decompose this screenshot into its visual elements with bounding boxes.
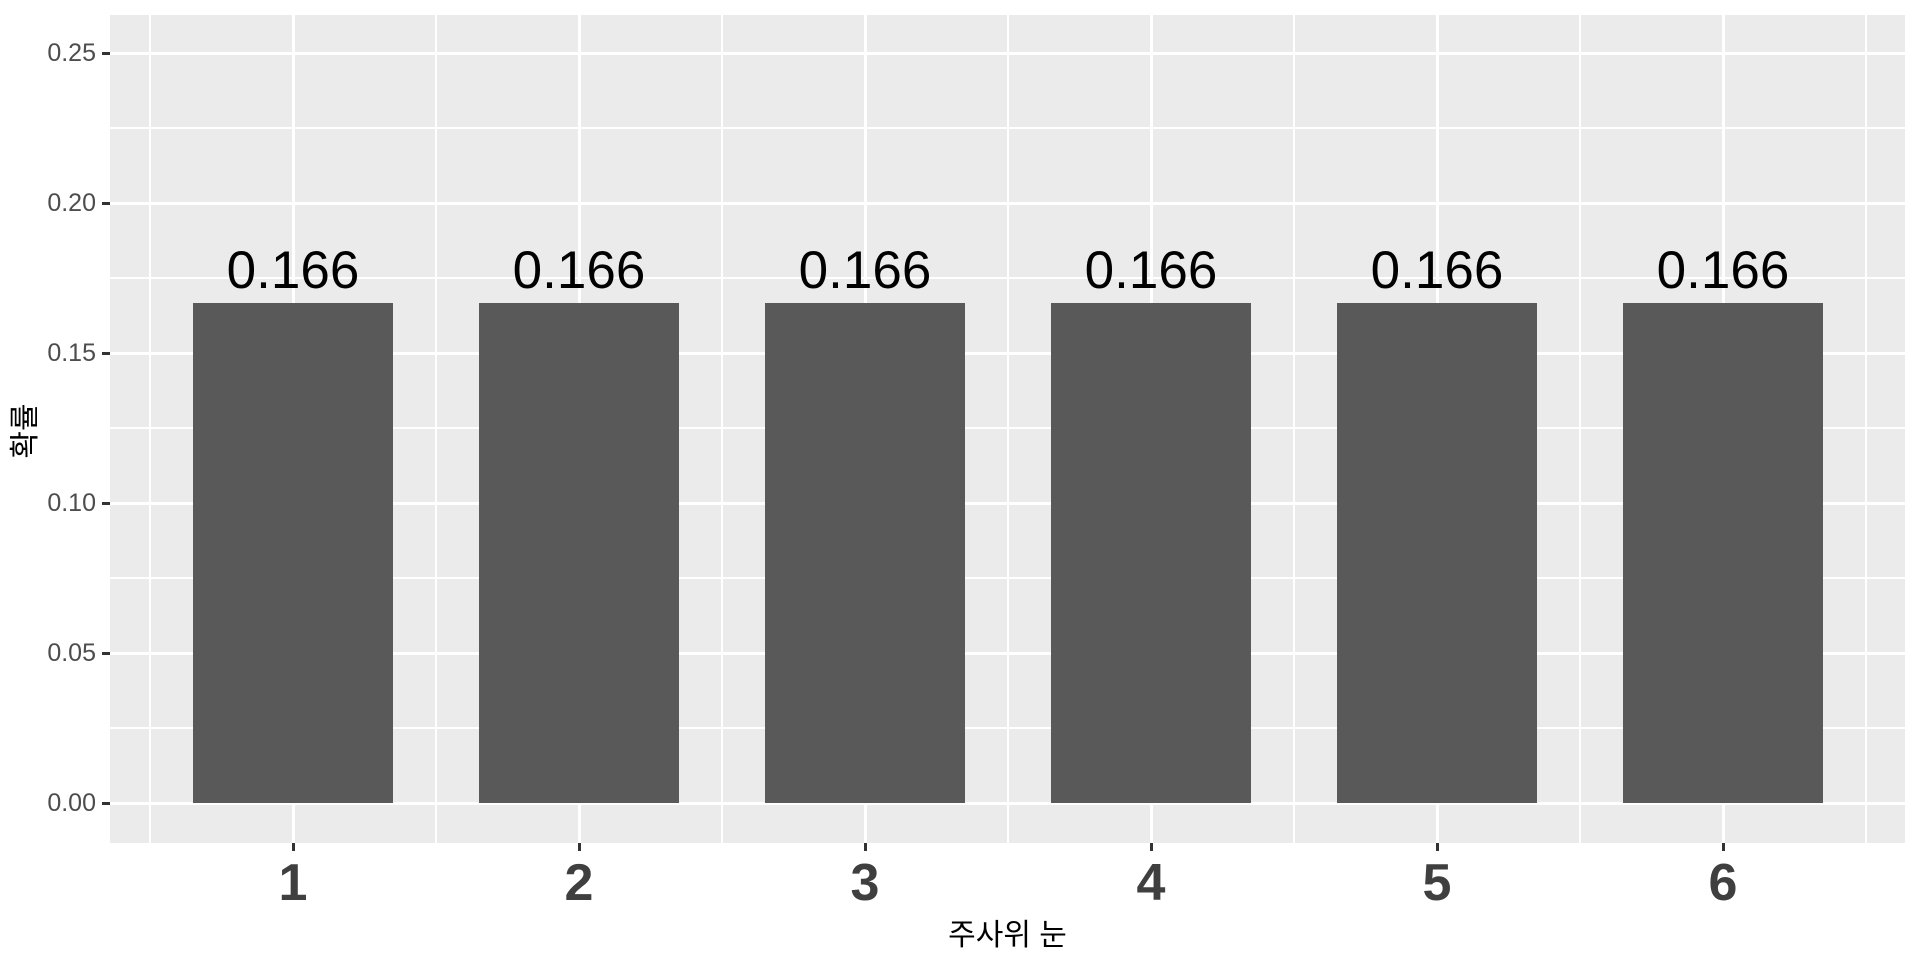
bar-5 <box>1337 302 1537 803</box>
bar-value-label: 0.166 <box>512 240 646 300</box>
minor-gridline-vertical <box>1865 15 1867 843</box>
plot-panel: 0.166 0.166 0.166 0.166 0.166 0.166 <box>110 15 1905 843</box>
x-axis-tick <box>1149 843 1153 851</box>
minor-gridline-vertical <box>721 15 723 843</box>
bar-2 <box>479 302 679 803</box>
y-axis-tick-label: 0.15 <box>47 338 96 367</box>
x-axis-tick <box>1721 843 1725 851</box>
y-axis-tick-label: 0.05 <box>47 638 96 667</box>
bar-value-label: 0.166 <box>798 240 932 300</box>
x-axis-tick-label: 1 <box>278 854 308 912</box>
x-axis-tick <box>291 843 295 851</box>
bar-value-label: 0.166 <box>1084 240 1218 300</box>
y-axis-title: 확률 <box>9 403 42 459</box>
bar-1 <box>193 302 393 803</box>
bar-6 <box>1623 302 1823 803</box>
major-gridline-horizontal <box>110 651 1905 655</box>
major-gridline-horizontal <box>110 501 1905 505</box>
x-axis-tick-label: 4 <box>1136 854 1166 912</box>
y-axis-tick <box>102 801 110 805</box>
x-axis-tick <box>863 843 867 851</box>
y-axis-tick <box>102 651 110 655</box>
x-axis-tick-label: 3 <box>850 854 880 912</box>
bar-value-label: 0.166 <box>226 240 360 300</box>
minor-gridline-vertical <box>149 15 151 843</box>
bar-value-label: 0.166 <box>1656 240 1790 300</box>
x-axis-tick-label: 5 <box>1422 854 1452 912</box>
x-axis-tick-label: 2 <box>564 854 594 912</box>
y-axis-tick <box>102 201 110 205</box>
major-gridline-horizontal <box>110 51 1905 55</box>
bar-4 <box>1051 302 1251 803</box>
x-axis-tick-label: 6 <box>1708 854 1738 912</box>
x-axis-tick <box>577 843 581 851</box>
major-gridline-horizontal <box>110 801 1905 805</box>
y-axis-tick-label: 0.20 <box>47 188 96 217</box>
minor-gridline-vertical <box>1293 15 1295 843</box>
minor-gridline-vertical <box>1007 15 1009 843</box>
x-axis-tick <box>1435 843 1439 851</box>
minor-gridline-vertical <box>435 15 437 843</box>
major-gridline-horizontal <box>110 351 1905 355</box>
x-axis-title: 주사위 눈 <box>948 919 1067 952</box>
y-axis-tick-label: 0.00 <box>47 788 96 817</box>
major-gridline-horizontal <box>110 201 1905 205</box>
y-axis-tick-label: 0.25 <box>47 38 96 67</box>
y-axis-tick-label: 0.10 <box>47 488 96 517</box>
bar-3 <box>765 302 965 803</box>
bar-value-label: 0.166 <box>1370 240 1504 300</box>
y-axis-tick <box>102 51 110 55</box>
y-axis-tick <box>102 351 110 355</box>
minor-gridline-vertical <box>1579 15 1581 843</box>
y-axis-tick <box>102 501 110 505</box>
